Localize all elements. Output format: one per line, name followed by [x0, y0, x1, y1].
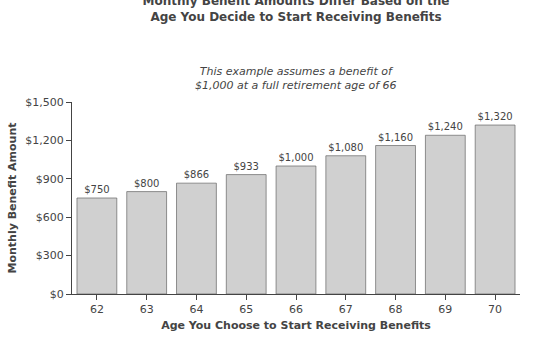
svg-text:$750: $750: [84, 184, 109, 195]
svg-text:$1,320: $1,320: [478, 111, 513, 122]
svg-text:$900: $900: [36, 173, 64, 186]
svg-text:65: 65: [239, 303, 253, 316]
svg-text:This example assumes a benefit: This example assumes a benefit of$1,000 …: [195, 65, 397, 92]
svg-text:69: 69: [438, 303, 452, 316]
svg-text:$1,200: $1,200: [25, 134, 64, 147]
svg-text:70: 70: [488, 303, 502, 316]
svg-text:68: 68: [389, 303, 403, 316]
svg-text:$1,160: $1,160: [378, 132, 413, 143]
svg-text:$933: $933: [233, 161, 258, 172]
svg-text:63: 63: [140, 303, 154, 316]
svg-text:$300: $300: [36, 249, 64, 262]
svg-text:$866: $866: [184, 169, 209, 180]
svg-text:$1,240: $1,240: [428, 121, 463, 132]
svg-text:$600: $600: [36, 211, 64, 224]
svg-text:67: 67: [339, 303, 353, 316]
svg-text:64: 64: [189, 303, 203, 316]
svg-text:62: 62: [90, 303, 104, 316]
svg-text:$1,080: $1,080: [328, 142, 363, 153]
svg-text:Monthly Benefit Amounts Differ: Monthly Benefit Amounts Differ Based on …: [143, 0, 450, 24]
svg-text:$1,000: $1,000: [279, 152, 314, 163]
svg-text:Monthly Benefit Amount: Monthly Benefit Amount: [6, 122, 19, 273]
svg-text:$1,500: $1,500: [25, 96, 64, 109]
svg-text:Age You Choose to Start Receiv: Age You Choose to Start Receiving Benefi…: [161, 319, 431, 332]
svg-text:$0: $0: [50, 288, 64, 301]
svg-text:$800: $800: [134, 178, 159, 189]
svg-text:66: 66: [289, 303, 303, 316]
